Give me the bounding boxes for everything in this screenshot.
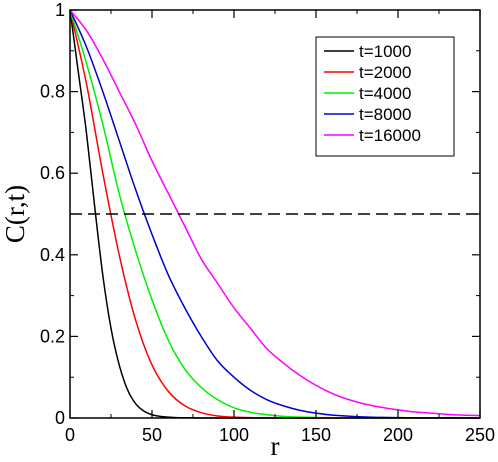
legend-box (315, 36, 455, 157)
y-axis-title: C(r,t) (0, 185, 30, 243)
y-tick-label: 0.2 (40, 326, 65, 346)
x-tick-label: 50 (142, 425, 162, 445)
legend-label: t=8000 (359, 105, 411, 124)
legend-label: t=4000 (359, 84, 411, 103)
x-tick-label: 0 (65, 425, 75, 445)
y-tick-label: 1 (55, 0, 65, 20)
legend-label: t=1000 (359, 42, 411, 61)
x-tick-label: 150 (301, 425, 331, 445)
plot-frame (69, 9, 481, 419)
legend-label: t=16000 (359, 126, 421, 145)
x-tick-label: 250 (465, 425, 495, 445)
x-axis-title: r (271, 431, 280, 461)
y-tick-label: 0.6 (40, 163, 65, 183)
series-line-3 (69, 9, 481, 419)
legend-label: t=2000 (359, 63, 411, 82)
x-tick-label: 100 (219, 425, 249, 445)
series-line-4 (69, 9, 481, 417)
x-tick-label: 200 (383, 425, 413, 445)
y-tick-label: 0 (55, 408, 65, 428)
axis-ticks: 0 50 100 150 200 250 0 0.2 0.4 0.6 0.8 1 (40, 0, 495, 445)
y-tick-label: 0.8 (40, 82, 65, 102)
legend: t=1000 t=2000 t=4000 t=8000 t=16000 (315, 36, 455, 157)
y-tick-label: 0.4 (40, 245, 65, 265)
